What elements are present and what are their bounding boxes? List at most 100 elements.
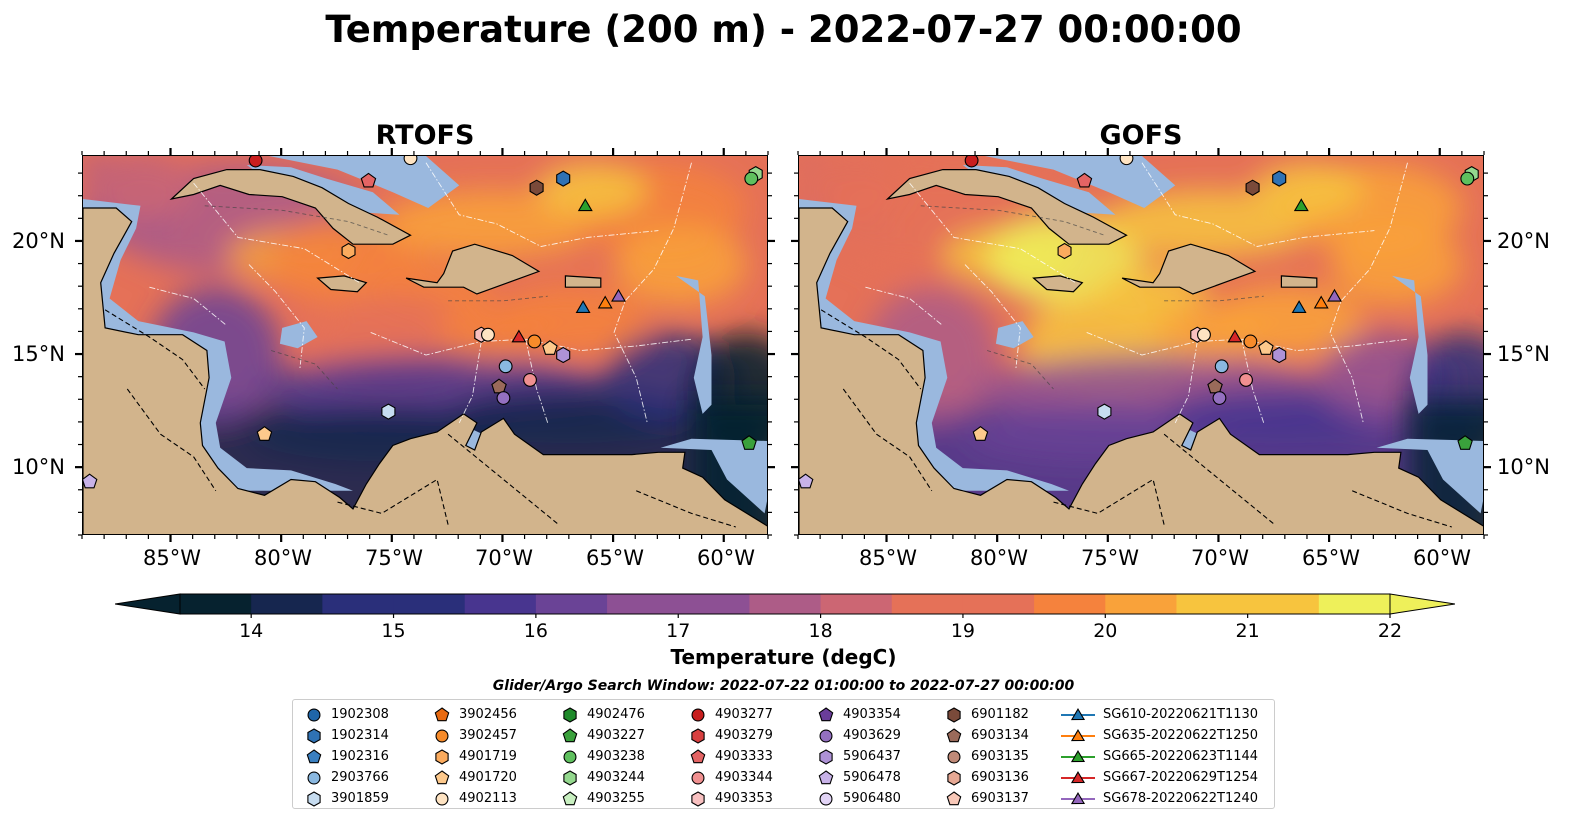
lat-label-20-left: 20°N <box>12 229 65 253</box>
bathymetry-contour <box>204 205 389 236</box>
bathymetry-contour <box>1164 295 1264 302</box>
eez-boundary <box>964 264 1021 369</box>
platform-marker <box>498 359 513 374</box>
circle-marker-icon <box>563 750 577 763</box>
land-hispaniola <box>405 243 541 295</box>
platform-marker <box>611 288 626 302</box>
platform-marker <box>1245 179 1260 196</box>
platform-marker <box>496 391 511 405</box>
legend-item: 6903137 <box>945 788 1029 809</box>
legend-column: 6901182 6903134 6903135 6903136 6903137 <box>945 704 1029 809</box>
legend-item: 4903277 <box>689 704 773 725</box>
platform-marker <box>799 473 814 489</box>
platform-marker <box>556 346 571 364</box>
legend-item: 4903353 <box>689 788 773 809</box>
legend-label: 6903137 <box>971 791 1029 806</box>
colorbar-bin <box>607 594 679 614</box>
legend-item: 4901720 <box>433 767 517 788</box>
triangle-marker-icon <box>1061 728 1095 741</box>
platform-marker <box>542 340 558 355</box>
legend-label: 4903344 <box>715 770 773 785</box>
legend: 1902308 1902314 1902316 2903766 3901859 39024… <box>292 699 1275 809</box>
shallow-shelf <box>984 156 1176 208</box>
hexagon-marker-icon <box>307 790 321 807</box>
legend-item: 4903629 <box>817 725 901 746</box>
triangle-marker-icon <box>1061 749 1095 762</box>
legend-column: SG610-20220621T1130 SG635-20220622T1250 SG… <box>1061 704 1258 809</box>
lon-label-75-gofs: 75°W <box>1081 546 1139 570</box>
legend-item: 4903333 <box>689 746 773 767</box>
colorbar-label: Temperature (degC) <box>670 645 897 669</box>
shallow-shelf <box>995 321 1034 349</box>
search-window-text: Glider/Argo Search Window: 2022-07-22 01… <box>492 678 1075 694</box>
lon-label-70-rtofs: 70°W <box>475 546 533 570</box>
eez-boundary <box>1241 339 1265 424</box>
legend-item: 6903136 <box>945 767 1029 788</box>
platform-marker <box>1097 403 1112 420</box>
legend-item: 4903238 <box>561 746 645 767</box>
lon-label-70-gofs: 70°W <box>1191 546 1249 570</box>
figure-title: Temperature (200 m) - 2022-07-27 00:00:0… <box>325 8 1242 51</box>
platform-marker <box>1197 327 1211 342</box>
triangle-marker-icon <box>1061 707 1095 720</box>
legend-item: 5906478 <box>817 767 901 788</box>
colorbar-tick-label: 17 <box>666 620 691 642</box>
pentagon-marker-icon <box>306 748 322 763</box>
legend-item: 1902308 <box>305 704 389 725</box>
colorbar-bin <box>1176 594 1249 614</box>
platform-marker <box>1327 288 1342 302</box>
platform-marker <box>1214 359 1229 374</box>
legend-item: 4901719 <box>433 746 517 767</box>
lat-label-15-right: 15°N <box>1497 342 1550 366</box>
triangle-marker-icon <box>1061 791 1095 804</box>
lon-label-75-rtofs: 75°W <box>365 546 423 570</box>
eez-boundary <box>248 264 305 369</box>
colorbar-bin <box>1318 594 1391 614</box>
platform-marker <box>556 170 571 187</box>
legend-label: 3902457 <box>459 728 517 743</box>
colorbar-tick-label: 19 <box>950 620 976 642</box>
pentagon-marker-icon <box>434 706 450 721</box>
legend-label: 4901719 <box>459 749 517 764</box>
colorbar-bin <box>251 594 323 614</box>
pentagon-marker-icon <box>690 748 706 763</box>
platform-marker <box>741 435 757 450</box>
platform-marker <box>1076 172 1093 188</box>
country-border <box>1351 490 1452 528</box>
pentagon-marker-icon <box>562 727 578 742</box>
platform-marker <box>511 329 527 343</box>
legend-column: 4902476 4903227 4903238 4903244 4903255 <box>561 704 645 809</box>
legend-item: 6901182 <box>945 704 1029 725</box>
platform-marker <box>1057 242 1072 260</box>
circle-marker-icon <box>947 750 961 763</box>
map-rtofs[interactable] <box>82 155 768 535</box>
legend-label: 4903255 <box>587 791 645 806</box>
legend-label: 6903134 <box>971 728 1029 743</box>
platform-marker <box>1258 340 1274 355</box>
legend-label: SG665-20220623T1144 <box>1103 749 1259 764</box>
legend-label: 2903766 <box>331 770 389 785</box>
triangle-marker-icon <box>1061 770 1095 783</box>
land-puerto <box>1280 275 1318 288</box>
bathymetry-contour <box>448 295 548 302</box>
platform-marker <box>1313 295 1329 309</box>
shallow-shelf <box>676 275 712 414</box>
platform-marker <box>523 373 537 387</box>
map-gofs[interactable] <box>798 155 1484 535</box>
legend-label: 4903277 <box>715 707 773 722</box>
circle-marker-icon <box>819 792 833 805</box>
legend-label: 4902113 <box>459 791 517 806</box>
bathymetry-contour <box>986 350 1054 390</box>
pentagon-marker-icon <box>818 769 834 784</box>
colorbar-bin <box>749 594 822 614</box>
pentagon-marker-icon <box>946 727 962 742</box>
legend-label: 6903136 <box>971 770 1029 785</box>
legend-label: SG678-20220622T1240 <box>1103 791 1259 806</box>
platform-marker <box>527 334 542 349</box>
legend-label: 4903227 <box>587 728 645 743</box>
platform-marker <box>341 242 356 260</box>
legend-label: 4903279 <box>715 728 773 743</box>
colorbar-bin <box>678 594 750 614</box>
legend-label: 1902308 <box>331 707 389 722</box>
colorbar-tick-label: 20 <box>1093 620 1118 642</box>
